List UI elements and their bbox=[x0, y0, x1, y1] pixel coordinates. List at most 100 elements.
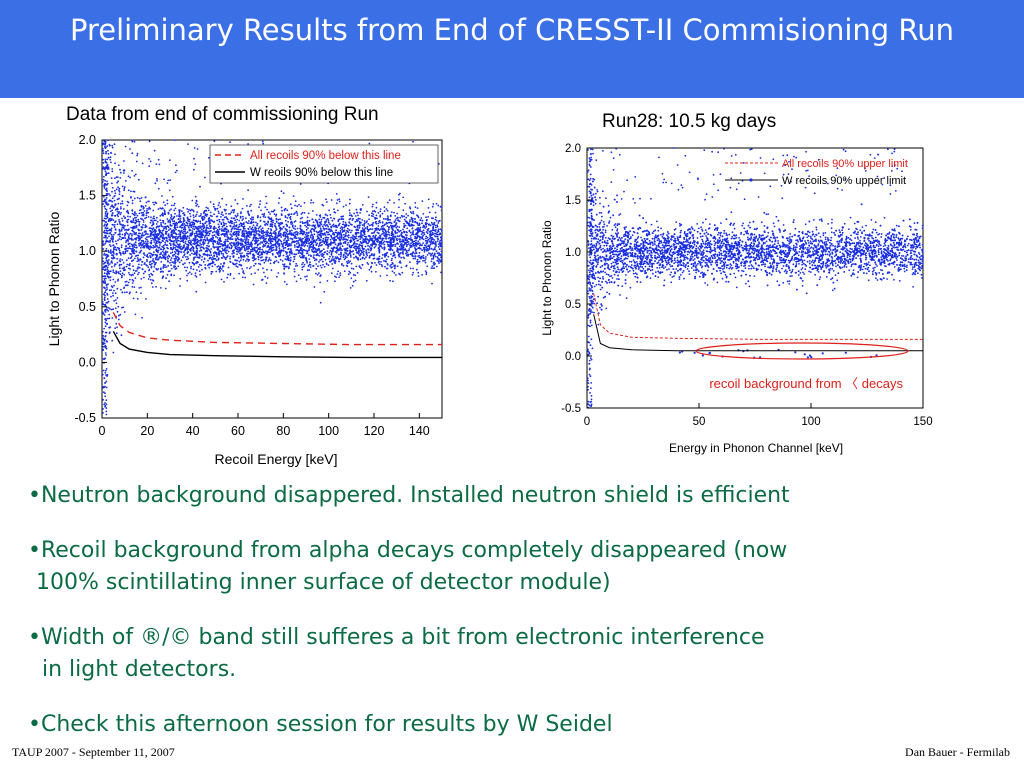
data-point bbox=[153, 215, 155, 218]
data-point bbox=[237, 246, 239, 249]
data-point bbox=[346, 247, 349, 250]
data-point bbox=[440, 209, 443, 212]
data-point bbox=[165, 266, 168, 268]
data-point bbox=[361, 229, 364, 232]
data-point bbox=[348, 261, 350, 264]
data-point bbox=[227, 229, 230, 232]
data-point bbox=[325, 198, 327, 201]
data-point bbox=[329, 230, 332, 233]
data-point bbox=[440, 256, 442, 259]
data-point bbox=[190, 244, 193, 246]
data-point bbox=[154, 182, 157, 185]
data-point bbox=[198, 270, 201, 273]
data-point bbox=[259, 248, 261, 251]
data-point bbox=[199, 242, 202, 244]
data-point bbox=[170, 208, 172, 211]
data-point bbox=[173, 266, 176, 269]
data-point bbox=[115, 188, 118, 191]
data-point bbox=[245, 235, 248, 238]
data-point bbox=[429, 230, 431, 233]
data-point bbox=[149, 221, 152, 224]
data-point bbox=[229, 236, 232, 239]
data-point bbox=[340, 237, 343, 239]
data-point bbox=[299, 252, 302, 254]
data-point bbox=[319, 250, 321, 253]
data-point bbox=[233, 217, 236, 220]
data-point bbox=[302, 265, 305, 268]
data-point bbox=[269, 234, 271, 237]
data-point bbox=[328, 228, 330, 230]
data-point bbox=[358, 220, 361, 223]
data-point bbox=[188, 242, 191, 244]
data-point bbox=[379, 221, 381, 224]
data-point bbox=[414, 257, 417, 260]
data-point bbox=[235, 224, 238, 226]
data-point bbox=[260, 251, 263, 254]
data-point bbox=[131, 234, 133, 237]
data-point bbox=[247, 242, 250, 244]
data-point bbox=[201, 225, 203, 228]
data-point bbox=[336, 234, 339, 237]
data-point bbox=[291, 240, 294, 243]
data-point bbox=[210, 229, 212, 232]
data-point bbox=[418, 229, 421, 232]
data-point bbox=[206, 237, 209, 239]
data-point bbox=[193, 228, 196, 231]
data-point bbox=[316, 231, 319, 234]
data-point bbox=[167, 229, 170, 231]
data-point bbox=[125, 239, 128, 242]
data-point bbox=[236, 266, 239, 268]
data-point bbox=[173, 202, 176, 205]
data-point bbox=[205, 229, 208, 232]
data-point bbox=[300, 249, 303, 252]
data-point bbox=[307, 242, 310, 245]
data-point bbox=[232, 263, 235, 265]
data-point bbox=[142, 219, 145, 221]
data-point bbox=[109, 308, 111, 310]
data-point bbox=[192, 268, 195, 271]
data-point bbox=[371, 212, 373, 215]
data-point bbox=[220, 213, 223, 215]
data-point bbox=[249, 205, 251, 208]
data-point bbox=[249, 232, 252, 234]
data-point bbox=[136, 257, 139, 260]
data-point bbox=[225, 228, 228, 231]
data-point bbox=[317, 233, 320, 236]
data-point bbox=[112, 252, 115, 255]
data-point bbox=[163, 213, 165, 215]
data-point bbox=[440, 238, 443, 240]
data-point bbox=[354, 215, 357, 217]
data-point bbox=[119, 270, 122, 272]
data-point bbox=[397, 251, 399, 254]
data-point bbox=[119, 273, 122, 276]
data-point bbox=[116, 257, 119, 260]
data-point bbox=[233, 228, 236, 230]
data-point bbox=[166, 251, 169, 253]
data-point bbox=[289, 237, 292, 240]
data-point bbox=[416, 260, 418, 263]
data-point bbox=[410, 245, 413, 248]
data-point bbox=[321, 232, 324, 235]
data-point bbox=[221, 197, 224, 200]
data-point bbox=[189, 254, 192, 256]
data-point bbox=[322, 234, 324, 236]
data-point bbox=[184, 230, 187, 233]
data-point bbox=[161, 277, 164, 279]
data-point bbox=[421, 222, 423, 225]
data-point bbox=[204, 264, 207, 266]
data-point bbox=[394, 245, 397, 247]
data-point bbox=[167, 211, 170, 214]
data-point bbox=[239, 248, 242, 251]
data-point bbox=[236, 244, 239, 247]
data-point bbox=[104, 325, 107, 328]
data-point bbox=[153, 261, 155, 264]
data-point bbox=[259, 220, 262, 222]
data-point bbox=[271, 249, 274, 252]
data-point bbox=[436, 240, 439, 242]
data-point bbox=[414, 247, 416, 249]
data-point bbox=[148, 248, 151, 251]
data-point bbox=[148, 274, 151, 276]
data-point bbox=[310, 233, 313, 236]
data-points bbox=[101, 139, 443, 416]
data-point bbox=[119, 313, 122, 316]
